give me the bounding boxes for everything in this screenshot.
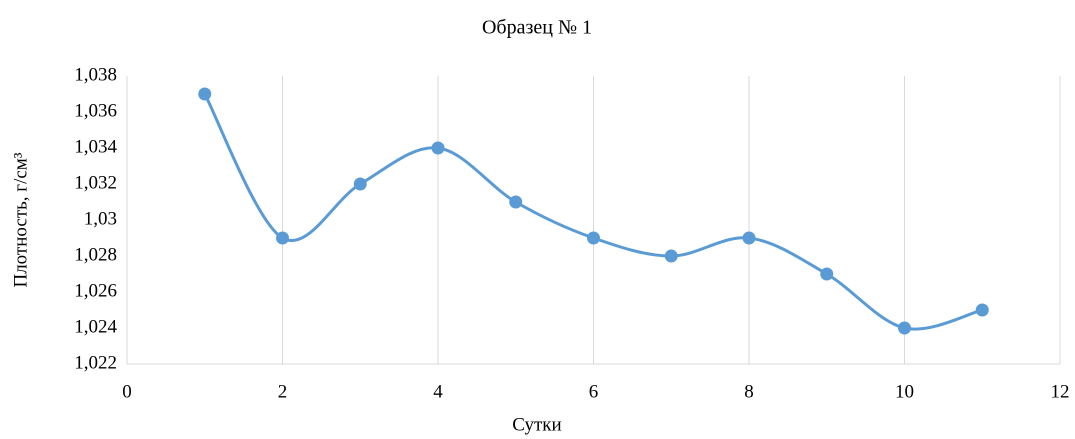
y-tick-label: 1,032 bbox=[74, 172, 117, 193]
x-tick-label: 2 bbox=[278, 381, 288, 402]
x-tick-label: 6 bbox=[589, 381, 599, 402]
y-tick-label: 1,024 bbox=[74, 316, 117, 337]
y-tick-label: 1,036 bbox=[74, 100, 117, 121]
chart-title: Образец № 1 bbox=[482, 17, 592, 39]
point bbox=[898, 321, 911, 335]
point bbox=[431, 141, 445, 155]
x-tick-label: 8 bbox=[744, 381, 754, 402]
x-tick-label: 0 bbox=[122, 381, 132, 402]
x-tick-label: 4 bbox=[433, 381, 443, 402]
point bbox=[198, 87, 212, 101]
line bbox=[203, 93, 983, 331]
point bbox=[587, 231, 600, 245]
point bbox=[509, 195, 523, 209]
y-tick-label: 1,022 bbox=[74, 352, 117, 373]
x-axis-label: Сутки bbox=[512, 414, 561, 435]
point bbox=[664, 249, 678, 263]
point bbox=[353, 177, 367, 191]
y-tick-label: 1,03 bbox=[84, 208, 117, 229]
point bbox=[276, 231, 289, 245]
x-tick-label: 12 bbox=[1051, 381, 1070, 402]
y-axis-label: Плотность, г/см³ bbox=[10, 152, 31, 287]
point bbox=[742, 231, 756, 245]
y-tick-label: 1,028 bbox=[74, 244, 117, 265]
point bbox=[820, 267, 834, 281]
y-tick-label: 1,026 bbox=[74, 280, 117, 301]
y-tick-label: 1,038 bbox=[74, 64, 117, 85]
y-tick-label: 1,034 bbox=[74, 136, 117, 157]
x-tick-label: 10 bbox=[895, 381, 914, 402]
point bbox=[975, 303, 989, 317]
